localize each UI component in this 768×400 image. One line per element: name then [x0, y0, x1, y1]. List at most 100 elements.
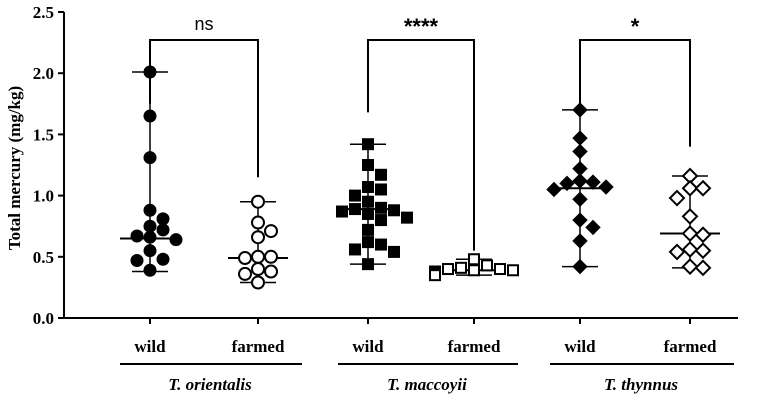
y-tick-label: 0.5 — [33, 248, 54, 267]
data-point — [572, 233, 588, 249]
x-category-label: wild — [564, 337, 596, 356]
data-point — [468, 264, 480, 277]
y-tick-label: 1.5 — [33, 125, 54, 144]
data-point — [694, 242, 712, 260]
data-point — [349, 243, 361, 256]
data-point — [585, 219, 601, 236]
data-point — [251, 249, 265, 264]
data-point — [388, 204, 400, 217]
data-point — [572, 212, 588, 228]
data-point — [349, 189, 361, 202]
data-point — [375, 183, 387, 196]
significance-bracket — [149, 39, 259, 178]
data-point — [362, 138, 374, 151]
data-point — [494, 263, 506, 276]
data-point — [264, 249, 278, 264]
data-point — [143, 151, 157, 165]
data-point — [143, 230, 157, 244]
data-point — [143, 219, 157, 233]
data-point — [572, 191, 588, 207]
data-point — [349, 203, 361, 216]
data-point — [238, 266, 252, 281]
data-point — [143, 109, 157, 123]
data-point — [681, 258, 699, 276]
data-point — [668, 189, 686, 207]
x-category-label: wild — [134, 337, 166, 356]
y-axis-label: Total mercury (mg/kg) — [5, 86, 24, 250]
data-point — [375, 238, 387, 251]
data-point — [336, 205, 348, 218]
data-point — [362, 181, 374, 194]
y-tick-label: 0.0 — [33, 309, 54, 328]
species-label: T. maccoyii — [387, 375, 467, 394]
data-point — [681, 241, 699, 258]
data-point — [681, 179, 699, 197]
data-point — [375, 168, 387, 181]
data-point — [455, 261, 467, 274]
data-point — [375, 214, 387, 227]
data-point — [681, 207, 699, 225]
data-point — [156, 223, 170, 237]
significance-label: * — [631, 14, 640, 39]
data-point — [572, 173, 588, 189]
data-point — [251, 194, 265, 209]
data-marks: ns **** * — [120, 14, 720, 290]
data-point — [156, 252, 170, 266]
significance-bracket — [579, 39, 691, 147]
data-point — [681, 225, 699, 242]
data-point — [598, 179, 614, 195]
data-point — [143, 244, 157, 258]
data-point — [362, 207, 374, 220]
significance-bracket — [367, 39, 475, 251]
species-label: T. thynnus — [604, 375, 678, 394]
data-point — [442, 263, 454, 276]
data-point — [388, 245, 400, 258]
data-point — [572, 102, 588, 118]
y-tick-label: 1.0 — [33, 187, 54, 206]
data-point — [156, 212, 170, 226]
data-point — [585, 174, 601, 190]
data-point — [130, 229, 144, 243]
data-point — [362, 159, 374, 171]
data-point — [264, 264, 278, 279]
data-point — [694, 226, 712, 244]
data-point — [694, 179, 712, 197]
data-point — [362, 258, 374, 271]
data-point — [362, 195, 374, 208]
data-point — [143, 263, 157, 277]
data-point — [481, 259, 493, 272]
data-point — [362, 223, 374, 236]
data-point — [468, 253, 480, 266]
data-point — [429, 269, 441, 282]
axes: 0.0 0.5 1.0 1.5 2.0 2.5 wild farmed T. orientali… — [33, 3, 738, 394]
data-point — [169, 233, 183, 247]
x-category-label: farmed — [664, 337, 717, 356]
data-point — [251, 262, 265, 277]
data-point — [546, 181, 562, 198]
data-point — [572, 258, 588, 275]
significance-label: **** — [404, 14, 439, 39]
data-point — [572, 143, 588, 160]
data-point — [559, 175, 575, 192]
data-point — [130, 253, 144, 267]
data-point — [507, 264, 519, 277]
data-point — [401, 211, 413, 224]
data-point — [251, 215, 265, 230]
data-point — [572, 130, 588, 146]
data-point — [251, 230, 265, 245]
x-category-label: farmed — [448, 337, 501, 356]
data-point — [362, 236, 374, 249]
data-point — [694, 259, 712, 277]
data-point — [668, 243, 686, 261]
data-point — [375, 201, 387, 214]
x-category-label: wild — [352, 337, 384, 356]
y-tick-label: 2.0 — [33, 64, 54, 83]
data-point — [264, 224, 278, 239]
data-point — [143, 203, 157, 217]
data-point — [238, 251, 252, 266]
species-label: T. orientalis — [168, 375, 252, 394]
significance-label: ns — [194, 14, 213, 34]
data-point — [251, 275, 265, 290]
x-category-label: farmed — [232, 337, 285, 356]
